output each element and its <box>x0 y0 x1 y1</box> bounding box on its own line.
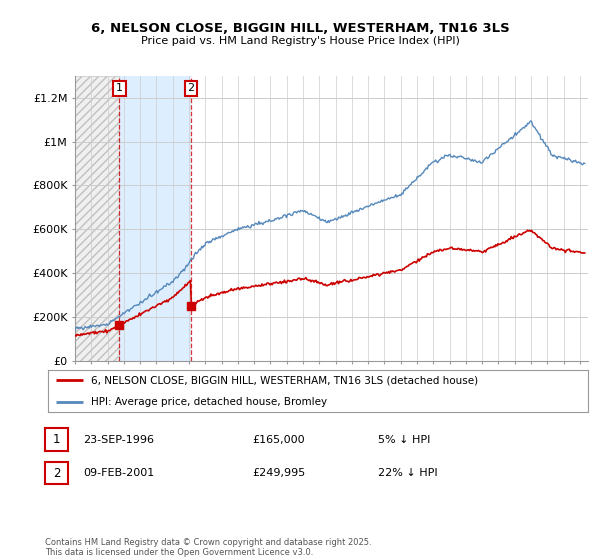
Text: HPI: Average price, detached house, Bromley: HPI: Average price, detached house, Brom… <box>91 398 328 407</box>
Text: £249,995: £249,995 <box>252 468 305 478</box>
Bar <box>119 76 191 361</box>
Text: 1: 1 <box>53 433 60 446</box>
Text: 1: 1 <box>116 83 123 94</box>
Text: Contains HM Land Registry data © Crown copyright and database right 2025.
This d: Contains HM Land Registry data © Crown c… <box>45 538 371 557</box>
Bar <box>75 76 119 361</box>
Text: Price paid vs. HM Land Registry's House Price Index (HPI): Price paid vs. HM Land Registry's House … <box>140 36 460 46</box>
Text: 2: 2 <box>187 83 194 94</box>
Text: 6, NELSON CLOSE, BIGGIN HILL, WESTERHAM, TN16 3LS (detached house): 6, NELSON CLOSE, BIGGIN HILL, WESTERHAM,… <box>91 375 478 385</box>
Bar <box>75 76 119 361</box>
Text: 5% ↓ HPI: 5% ↓ HPI <box>378 435 430 445</box>
Text: 2: 2 <box>53 466 60 480</box>
Text: 22% ↓ HPI: 22% ↓ HPI <box>378 468 437 478</box>
Text: 23-SEP-1996: 23-SEP-1996 <box>83 435 154 445</box>
Text: 09-FEB-2001: 09-FEB-2001 <box>83 468 154 478</box>
Text: 6, NELSON CLOSE, BIGGIN HILL, WESTERHAM, TN16 3LS: 6, NELSON CLOSE, BIGGIN HILL, WESTERHAM,… <box>91 22 509 35</box>
Text: £165,000: £165,000 <box>252 435 305 445</box>
